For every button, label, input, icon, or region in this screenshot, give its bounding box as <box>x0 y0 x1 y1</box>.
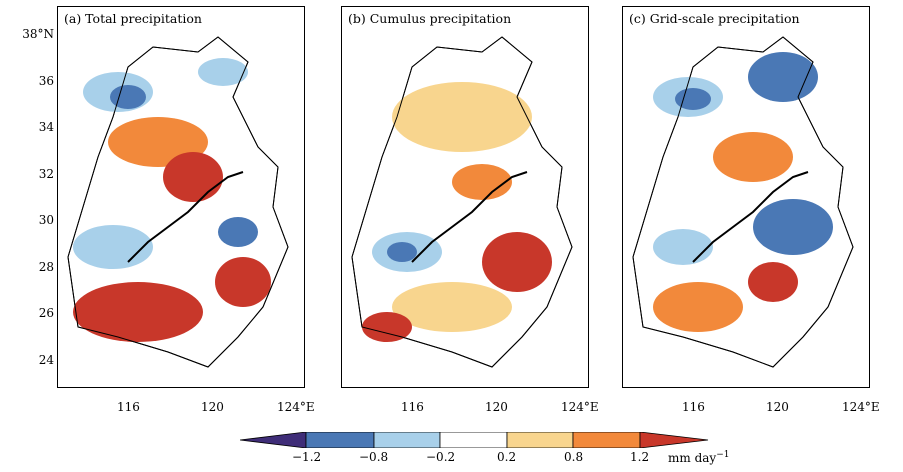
lon-tick-116-b: 116 <box>401 400 424 414</box>
lon-tick-120-b: 120 <box>485 400 508 414</box>
contour-red <box>482 232 552 292</box>
contour-blue <box>73 225 153 269</box>
colorbar-seg-4 <box>506 432 574 448</box>
colorbar-seg-2 <box>373 432 441 448</box>
contour-red <box>748 262 798 302</box>
contour-red <box>73 282 203 342</box>
lat-tick-34: 34 <box>38 120 54 134</box>
colorbar-seg-6 <box>639 432 709 448</box>
lon-tick-116-a: 116 <box>117 400 140 414</box>
map-c <box>632 36 854 368</box>
contour-blue <box>653 229 713 265</box>
panel-cumulus-precipitation: (b) Cumulus precipitation <box>341 6 589 388</box>
colorbar-seg-3 <box>439 432 508 448</box>
contour-yellow <box>392 282 512 332</box>
lat-tick-36: 36 <box>38 74 54 88</box>
map-b <box>351 36 573 368</box>
lat-tick-38: 38°N <box>22 27 54 41</box>
contour-orange <box>452 164 512 200</box>
colorbar-units-text: mm day <box>668 451 717 465</box>
map-a <box>67 36 289 368</box>
river-yangtze <box>692 171 809 263</box>
colorbar-label-4: 0.8 <box>564 450 584 464</box>
lon-tick-116-c: 116 <box>682 400 705 414</box>
river-yangtze <box>127 171 244 263</box>
lon-tick-120-a: 120 <box>201 400 224 414</box>
contour-yellow <box>392 82 532 152</box>
contour-orange <box>713 132 793 182</box>
colorbar-label-2: −0.2 <box>426 450 456 464</box>
lat-tick-32: 32 <box>38 167 54 181</box>
region-border <box>67 36 289 368</box>
colorbar-label-1: −0.8 <box>359 450 389 464</box>
colorbar-seg-5 <box>572 432 641 448</box>
river-yangtze <box>411 171 528 263</box>
lon-tick-120-c: 120 <box>766 400 789 414</box>
colorbar-seg-0 <box>240 432 307 448</box>
lat-tick-28: 28 <box>38 260 54 274</box>
colorbar-label-0: −1.2 <box>292 450 322 464</box>
contour-red <box>163 152 223 202</box>
lon-tick-124-a: 124°E <box>277 400 315 414</box>
contour-blue-dark <box>748 52 818 102</box>
lon-tick-124-c: 124°E <box>842 400 880 414</box>
contour-blue-dark <box>753 199 833 255</box>
colorbar-seg-1 <box>305 432 375 448</box>
panel-title-c: (c) Grid-scale precipitation <box>629 11 800 26</box>
colorbar-label-5: 1.2 <box>630 450 650 464</box>
region-border <box>351 36 573 368</box>
lat-tick-24: 24 <box>38 353 54 367</box>
colorbar-label-3: 0.2 <box>497 450 517 464</box>
panel-title-a: (a) Total precipitation <box>64 11 202 26</box>
contour-blue <box>198 58 248 86</box>
contour-red <box>215 257 271 307</box>
panel-grid-scale-precipitation: (c) Grid-scale precipitation <box>622 6 870 388</box>
contour-red <box>362 312 412 342</box>
colorbar-units: mm day−1 <box>668 450 729 465</box>
colorbar <box>240 432 709 448</box>
panel-title-b: (b) Cumulus precipitation <box>348 11 512 26</box>
contour-blue-dark <box>218 217 258 247</box>
lat-tick-30: 30 <box>38 213 54 227</box>
lon-tick-124-b: 124°E <box>561 400 599 414</box>
contour-blue-dark <box>110 85 146 109</box>
lat-tick-26: 26 <box>38 306 54 320</box>
contour-blue-dark <box>675 88 711 110</box>
panel-total-precipitation: (a) Total precipitation <box>57 6 305 388</box>
contour-orange <box>653 282 743 332</box>
colorbar-units-exp: −1 <box>716 450 730 460</box>
contour-blue-dark <box>387 242 417 262</box>
region-border <box>632 36 854 368</box>
